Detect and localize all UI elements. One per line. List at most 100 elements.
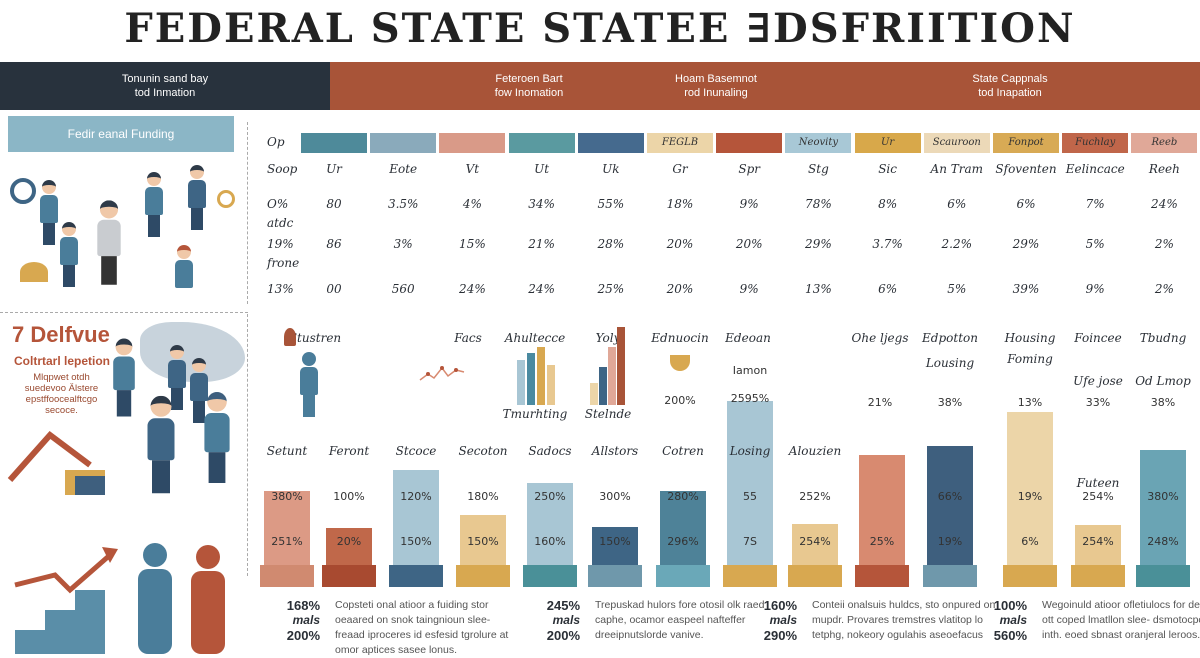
stat-number: 168% — [286, 598, 320, 613]
table-cell: 55% — [597, 197, 625, 211]
bar-value: 296% — [667, 535, 699, 548]
bar-value: 250% — [534, 490, 566, 503]
annotation-value: 38% — [937, 396, 963, 409]
page-title: FEDERAL STATE STATEE ∃DSFRIITION — [124, 5, 1076, 52]
table-cell: 2% — [1154, 282, 1174, 296]
bar-value: 2595% — [730, 392, 770, 405]
table-cell: 20% — [666, 282, 694, 296]
band-line: tod Inapation — [978, 87, 1042, 99]
table-cell: 3% — [393, 237, 413, 251]
legend-swatch — [508, 133, 575, 153]
table-cell: Eelincace — [1065, 162, 1125, 176]
legend-swatch: Reeb — [1131, 133, 1198, 153]
table-cell: 15% — [459, 237, 486, 251]
legend-swatch — [716, 133, 783, 153]
bar-label: Alouzien — [788, 444, 842, 458]
table-cell: 78% — [805, 197, 832, 211]
stat-number: 245% — [546, 598, 580, 613]
row-label: O% — [267, 197, 289, 211]
bar-value: 100% — [333, 490, 365, 503]
bar — [859, 454, 905, 565]
stat-number: 160% — [763, 598, 797, 613]
legend-swatch: Ur — [854, 133, 921, 153]
mini-bar — [527, 353, 535, 405]
paragraph-line: Mlqpwet otdh — [33, 372, 90, 383]
legend-swatch — [370, 133, 437, 153]
table-cell: 28% — [597, 237, 625, 251]
table-cell: 00 — [326, 282, 342, 296]
band-item: State Cappnals tod Inapation — [972, 72, 1047, 100]
table-cell: 560 — [391, 282, 415, 296]
band-line: Hoam Basemnot — [675, 73, 757, 85]
table-cell: 34% — [528, 197, 555, 211]
person-illustration — [145, 172, 163, 237]
annotation-label: Edpotton — [922, 331, 978, 345]
stat-number: 200% — [546, 628, 580, 643]
table-cell: 9% — [739, 197, 759, 211]
table-cell: 2% — [1154, 237, 1174, 251]
stat-number: 200% — [286, 628, 320, 643]
bar-value: 180% — [467, 490, 499, 503]
person-illustration — [113, 338, 135, 417]
table-cell: 25% — [597, 282, 625, 296]
person-illustration — [147, 395, 175, 494]
row-sublabel: frone — [267, 256, 300, 270]
bar — [1075, 524, 1121, 565]
bar-value: 19% — [937, 535, 963, 548]
bar — [1140, 450, 1186, 565]
paragraph-line: secoce. — [45, 405, 78, 416]
band-left-text: Tonunin sand bay tod Inmation — [122, 72, 208, 100]
bar — [326, 528, 372, 565]
table-cell: 5% — [947, 282, 967, 296]
annotation-value: 38% — [1150, 396, 1176, 409]
legend-swatch: Scauroon — [923, 133, 990, 153]
row-sublabel: atdc — [267, 216, 294, 230]
line-chart-icon — [418, 360, 468, 392]
section-subheading: Coltrtarl lepetion — [14, 354, 111, 368]
bar-value: 150% — [599, 535, 631, 548]
mini-bar — [547, 365, 555, 405]
person-icon — [300, 352, 318, 417]
table-cell: An Tram — [930, 162, 984, 176]
annotation-label: Housing — [1004, 331, 1056, 345]
bar-value: 300% — [599, 490, 631, 503]
table-cell: 2.2% — [941, 237, 973, 251]
stat-description: Trepuskad hulors fore otosil olk raed ca… — [595, 599, 765, 641]
bar-label: Secoton — [458, 444, 508, 458]
bicycle-icon — [20, 262, 48, 282]
annotation-value: 33% — [1085, 396, 1111, 409]
bar-value: 380% — [271, 490, 303, 503]
bar-base — [656, 565, 710, 587]
legend-swatch: Fuchlay — [1062, 133, 1129, 153]
person-illustration — [168, 345, 186, 410]
table-cell: 39% — [1012, 282, 1040, 296]
bar-base — [260, 565, 314, 587]
stat-description: Wegoinuld atioor ofletiulocs for deaured… — [1042, 599, 1200, 641]
table-cell: Gr — [672, 162, 688, 176]
table-cell: 24% — [528, 282, 555, 296]
bar-value: 254% — [1082, 535, 1114, 548]
annotation-label: Ohe ljegs — [851, 331, 909, 345]
bar-value: 20% — [336, 535, 362, 548]
annotation-label: Lousing — [925, 356, 975, 370]
bar-value: 252% — [799, 490, 831, 503]
annotation-label: Stustren — [288, 331, 342, 345]
bar — [592, 527, 638, 565]
band-item: Hoam Basemnot rod Inunaling — [675, 72, 757, 100]
table-cell: 86 — [326, 237, 342, 251]
table-cell: Sfoventen — [995, 162, 1057, 176]
bar-value: 25% — [869, 535, 895, 548]
table-cell: 80 — [326, 197, 342, 211]
annotation-value: 21% — [867, 396, 893, 409]
row-label: 19% — [267, 237, 294, 251]
mini-bar — [617, 327, 625, 405]
section-paragraph: Mlqpwet otdh suedevoo Älstere epstffooceal… — [14, 372, 109, 416]
bar — [393, 470, 439, 565]
annotation-label: Ahultecce — [504, 331, 566, 345]
stat-unit: mals — [769, 613, 797, 627]
bar-value: 251% — [271, 535, 303, 548]
stat-numbers: 245% mals 200% — [518, 598, 580, 643]
bar-label: Stcoce — [395, 444, 437, 458]
federal-funding-box: Fedir eanal Funding — [8, 116, 234, 152]
bar-value: 19% — [1017, 490, 1043, 503]
